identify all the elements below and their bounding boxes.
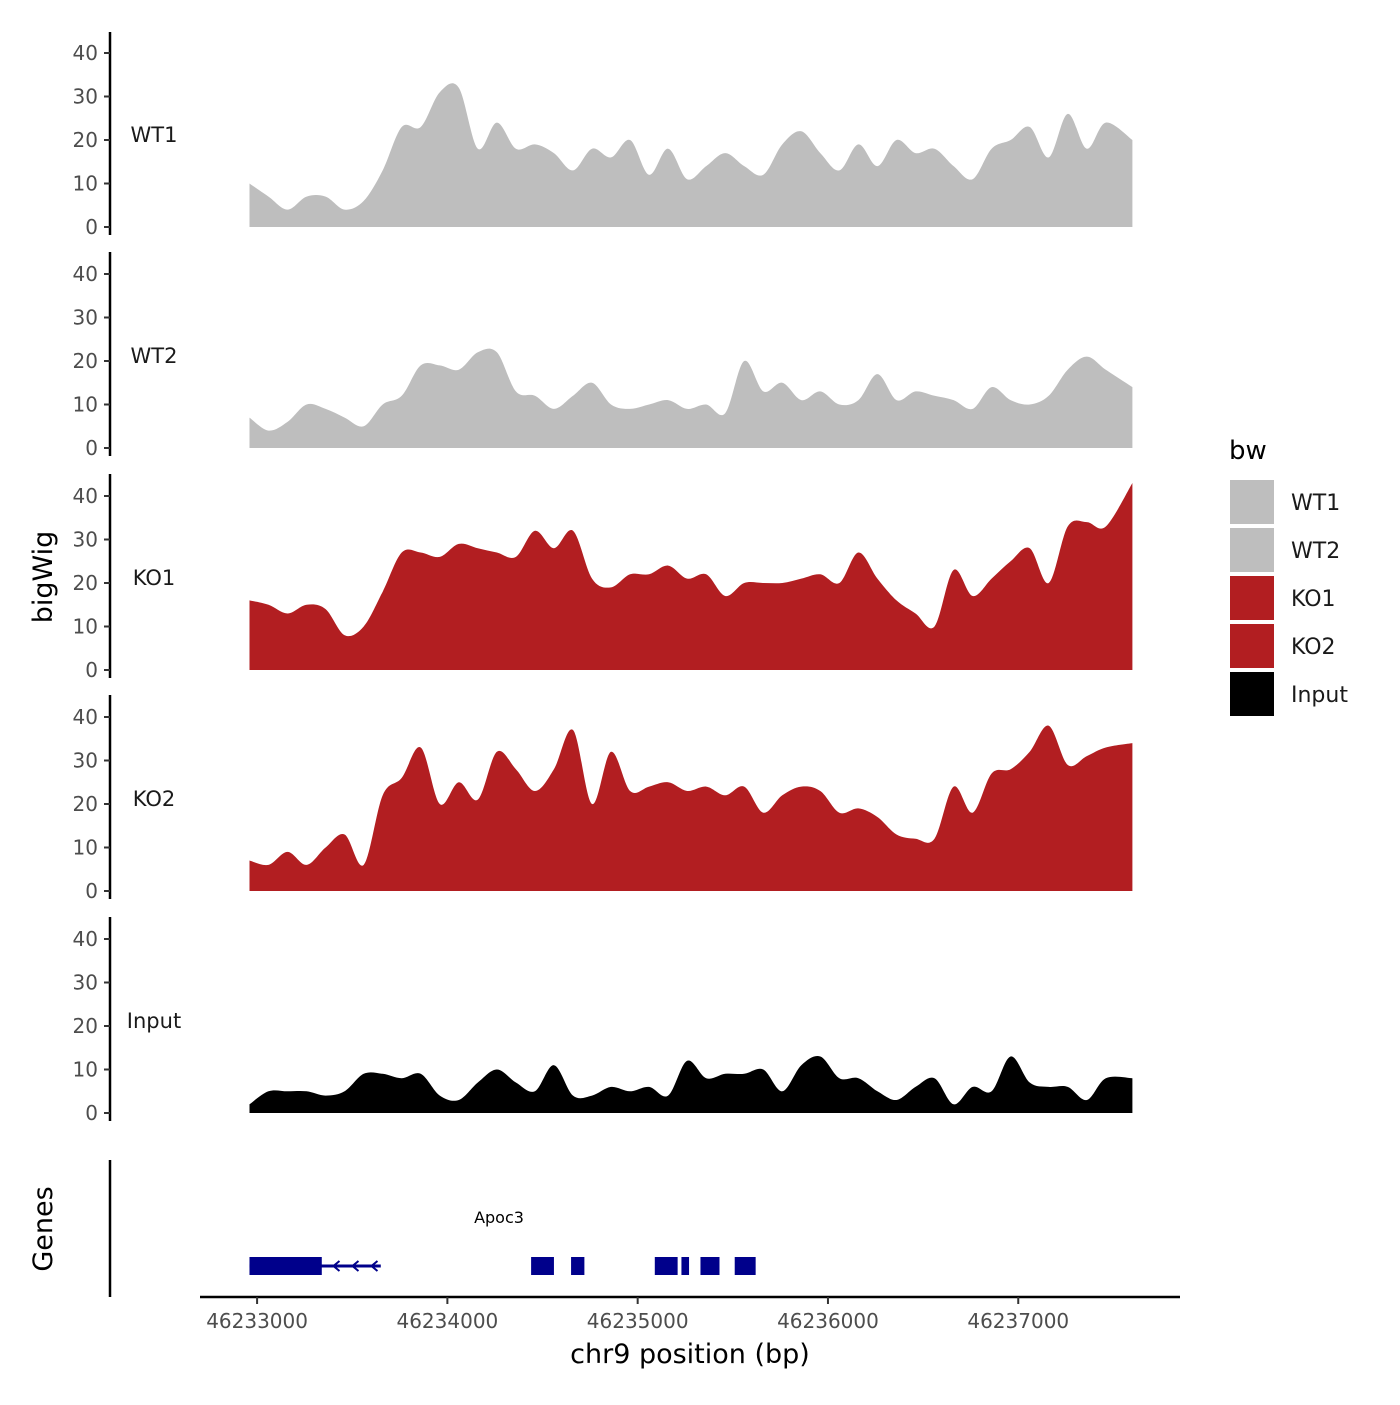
track-wt1-tick-label: 20 <box>73 128 98 152</box>
legend-key-wt2 <box>1230 528 1274 572</box>
legend-label-wt1: WT1 <box>1291 491 1340 516</box>
track-wt1-tick-label: 10 <box>73 172 98 196</box>
track-ko2-tick-label: 30 <box>73 749 98 773</box>
legend-label-ko2: KO2 <box>1291 635 1336 660</box>
track-input-tick-label: 10 <box>73 1058 98 1082</box>
track-wt1-area <box>249 83 1133 227</box>
legend: bw WT1 WT2 KO1 KO2 Input <box>1229 436 1348 716</box>
gene-name-label: Apoc3 <box>474 1208 524 1227</box>
track-ko1-tick-label: 10 <box>73 615 98 639</box>
track-wt2-tick-label: 30 <box>73 306 98 330</box>
track-ko2-tick-label: 40 <box>73 705 98 729</box>
track-ko2-tick-label: 20 <box>73 792 98 816</box>
gene-strand-arrow <box>331 1260 341 1272</box>
legend-title: bw <box>1229 436 1267 466</box>
x-axis-tick-label: 46236000 <box>777 1309 879 1333</box>
legend-label-ko1: KO1 <box>1291 587 1336 612</box>
legend-key-wt1 <box>1230 480 1274 524</box>
track-ko2-tick-label: 10 <box>73 836 98 860</box>
legend-label-input: Input <box>1291 683 1348 708</box>
track-wt2-label: WT2 <box>131 344 178 368</box>
track-input-tick-label: 30 <box>73 971 98 995</box>
legend-label-wt2: WT2 <box>1291 539 1340 564</box>
track-ko1-area <box>249 483 1133 670</box>
track-wt1-label: WT1 <box>131 123 178 147</box>
track-ko1: 0 10 20 30 40 KO1 <box>73 474 1133 682</box>
gene-strand-arrow <box>350 1260 360 1272</box>
genes-axis-title: Genes <box>28 1186 59 1271</box>
track-ko2: 0 10 20 30 40 KO2 <box>73 695 1133 903</box>
genes-panel: Genes Apoc3 <box>28 1160 756 1297</box>
x-axis: 46233000 46234000 46235000 46236000 46237000… <box>200 1295 1180 1370</box>
legend-key-ko1 <box>1230 576 1274 620</box>
track-input-label: Input <box>127 1009 181 1033</box>
tracks-layer: 0 10 20 30 40 WT1 0 10 20 30 40 WT2 0 10 20 30 40 KO1 0 10 2… <box>28 32 1133 1125</box>
gene-exon <box>681 1257 690 1275</box>
gene-exon <box>654 1257 678 1275</box>
track-ko1-tick-label: 40 <box>73 484 98 508</box>
track-ko1-tick-label: 20 <box>73 571 98 595</box>
gene-exon <box>734 1257 756 1275</box>
x-axis-tick-label: 46235000 <box>587 1309 689 1333</box>
track-input-tick-label: 20 <box>73 1014 98 1038</box>
track-wt2: 0 10 20 30 40 WT2 <box>73 252 1133 460</box>
track-wt1: 0 10 20 30 40 WT1 <box>73 32 1133 239</box>
gene-exon <box>700 1257 720 1275</box>
gene-strand-arrow <box>369 1260 379 1272</box>
track-ko1-tick-label: 0 <box>85 658 98 682</box>
track-ko2-label: KO2 <box>133 787 176 811</box>
legend-key-ko2 <box>1230 624 1274 668</box>
track-wt2-tick-label: 40 <box>73 262 98 286</box>
track-wt2-area <box>249 348 1133 448</box>
track-input-tick-label: 0 <box>85 1101 98 1125</box>
track-input-tick-label: 40 <box>73 927 98 951</box>
y-axis-title: bigWig <box>28 531 59 624</box>
gene-exon <box>531 1257 554 1275</box>
x-axis-title: chr9 position (bp) <box>570 1339 810 1370</box>
x-axis-tick-label: 46237000 <box>967 1309 1069 1333</box>
track-wt2-tick-label: 10 <box>73 393 98 417</box>
track-wt1-tick-label: 40 <box>73 41 98 65</box>
track-wt2-tick-label: 0 <box>85 436 98 460</box>
track-input: 0 10 20 30 40 Input <box>73 917 1133 1125</box>
track-wt1-tick-label: 0 <box>85 215 98 239</box>
track-wt2-tick-label: 20 <box>73 349 98 373</box>
legend-key-input <box>1230 672 1274 716</box>
gene-exon <box>249 1257 322 1275</box>
track-ko1-label: KO1 <box>133 566 176 590</box>
track-input-area <box>249 1055 1133 1113</box>
gene-exon <box>571 1257 585 1275</box>
track-ko2-area <box>249 725 1133 891</box>
track-ko1-tick-label: 30 <box>73 528 98 552</box>
track-ko2-tick-label: 0 <box>85 879 98 903</box>
track-wt1-tick-label: 30 <box>73 85 98 109</box>
x-axis-tick-label: 46233000 <box>206 1309 308 1333</box>
x-axis-tick-label: 46234000 <box>396 1309 498 1333</box>
